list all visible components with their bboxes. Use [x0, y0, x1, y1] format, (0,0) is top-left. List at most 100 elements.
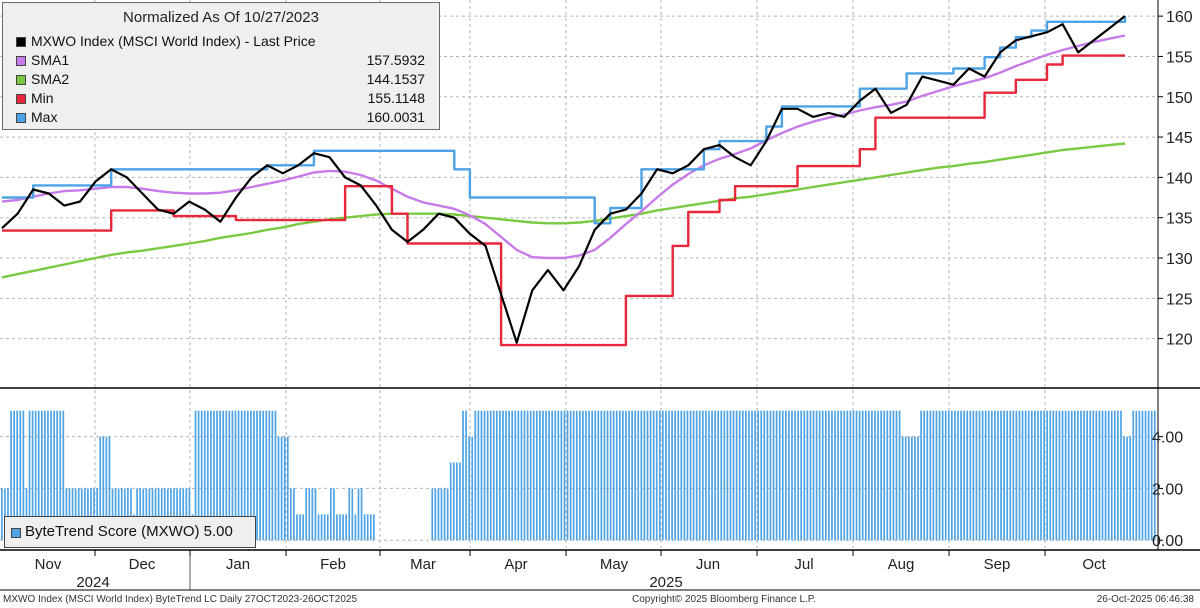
legend-label-sma2: SMA2 [31, 71, 70, 87]
score-bar-200 [615, 410, 618, 541]
score-bar-242 [745, 410, 747, 541]
score-bar-69 [213, 410, 215, 541]
series-line-mxwo-index-msci-world-index-last-price [1, 15, 1126, 344]
score-legend: ByteTrend Score (MXWO) 5.00 [4, 516, 256, 548]
score-bar-268 [824, 410, 827, 541]
score-bar-273 [840, 410, 843, 541]
score-bar-50 [154, 488, 157, 541]
score-bar-281 [864, 410, 867, 541]
score-bar-186 [572, 410, 575, 541]
score-bar-194 [597, 410, 600, 541]
score-bar-215 [662, 410, 664, 541]
score-bar-164 [505, 410, 507, 541]
score-bar-231 [711, 410, 713, 541]
score-bar-234 [720, 410, 723, 541]
score-bar-89 [274, 410, 277, 541]
score-bar-157 [483, 410, 486, 541]
score-bar-285 [877, 410, 879, 541]
score-bar-262 [806, 410, 809, 541]
score-bar-18 [56, 410, 59, 541]
score-bar-197 [606, 410, 609, 541]
score-bar-340 [1046, 410, 1049, 541]
score-bar-357 [1098, 410, 1101, 541]
score-bar-291 [895, 410, 898, 541]
score-bar-52 [160, 488, 163, 541]
score-bar-60 [185, 488, 188, 541]
score-bar-85 [262, 410, 265, 541]
score-bar-181 [557, 410, 560, 541]
legend-value-min: 155.1148 [367, 90, 425, 106]
score-bar-199 [612, 410, 615, 541]
score-bar-163 [502, 410, 504, 541]
score-bar-217 [668, 410, 670, 541]
score-bar-235 [723, 410, 726, 541]
score-bar-257 [791, 410, 793, 541]
score-bar-196 [603, 410, 606, 541]
score-bar-347 [1067, 410, 1070, 541]
score-bar-176 [542, 410, 544, 541]
score-bar-101 [311, 488, 314, 541]
score-bar-304 [935, 410, 938, 541]
score-bar-177 [545, 410, 547, 541]
score-bar-61 [188, 488, 191, 541]
score-bar-328 [1009, 410, 1012, 541]
score-bar-312 [960, 410, 962, 541]
score-bar-86 [265, 410, 268, 541]
score-bar-252 [775, 410, 778, 541]
score-bar-315 [969, 410, 972, 541]
series-line-sma1 [1, 34, 1126, 260]
score-bar-243 [748, 410, 750, 541]
score-bar-38 [117, 488, 120, 541]
x-tick-label-aug: Aug [888, 556, 915, 573]
score-bar-277 [852, 410, 855, 541]
score-bar-253 [778, 410, 781, 541]
score-bar-97 [299, 514, 301, 541]
score-bar-183 [563, 410, 566, 541]
score-bar-179 [551, 410, 554, 541]
score-bar-156 [480, 410, 483, 541]
legend-swatch-score [11, 528, 21, 538]
score-bar-205 [631, 410, 633, 541]
score-bar-24 [74, 488, 77, 541]
score-bar-349 [1073, 410, 1076, 541]
y-tick-label-140: 140 [1166, 170, 1193, 187]
score-bar-344 [1058, 410, 1061, 541]
score-bar-259 [797, 410, 799, 541]
score-bar-360 [1107, 410, 1110, 541]
score-bar-322 [990, 410, 993, 541]
score-bar-327 [1006, 410, 1009, 541]
x-tick-label-nov: Nov [35, 556, 62, 573]
score-bar-201 [618, 410, 621, 541]
score-bar-189 [582, 410, 584, 541]
score-bar-323 [994, 410, 996, 541]
score-bar-269 [828, 410, 830, 541]
legend-label-min: Min [31, 90, 54, 106]
score-bar-0 [1, 488, 3, 541]
y-tick-label-130: 130 [1166, 251, 1193, 268]
score-bar-311 [957, 410, 959, 541]
y-tick-label-145: 145 [1166, 130, 1193, 147]
score-bar-271 [834, 410, 836, 541]
score-bar-20 [62, 410, 65, 541]
score-value: 5.00 [203, 523, 233, 540]
score-bar-78 [240, 410, 243, 541]
score-bar-358 [1101, 410, 1104, 541]
score-bar-254 [781, 410, 784, 541]
score-bar-15 [47, 410, 49, 541]
score-bar-267 [821, 410, 824, 541]
score-bar-352 [1083, 410, 1085, 541]
score-bar-220 [677, 410, 680, 541]
score-bar-263 [809, 410, 812, 541]
score-bar-29 [90, 488, 92, 541]
footer-left: MXWO Index (MSCI World Index) ByteTrend … [3, 594, 358, 605]
score-tick-label-4-00: 4.00 [1152, 430, 1183, 447]
score-bar-219 [674, 410, 676, 541]
score-bar-175 [539, 410, 541, 541]
score-bar-216 [665, 410, 667, 541]
score-bar-150 [462, 410, 464, 541]
score-tick-label-2-00: 2.00 [1152, 481, 1183, 498]
score-bar-318 [978, 410, 981, 541]
score-bar-70 [216, 410, 218, 541]
score-bar-95 [293, 488, 295, 541]
x-tick-label-jan: Jan [226, 556, 250, 573]
